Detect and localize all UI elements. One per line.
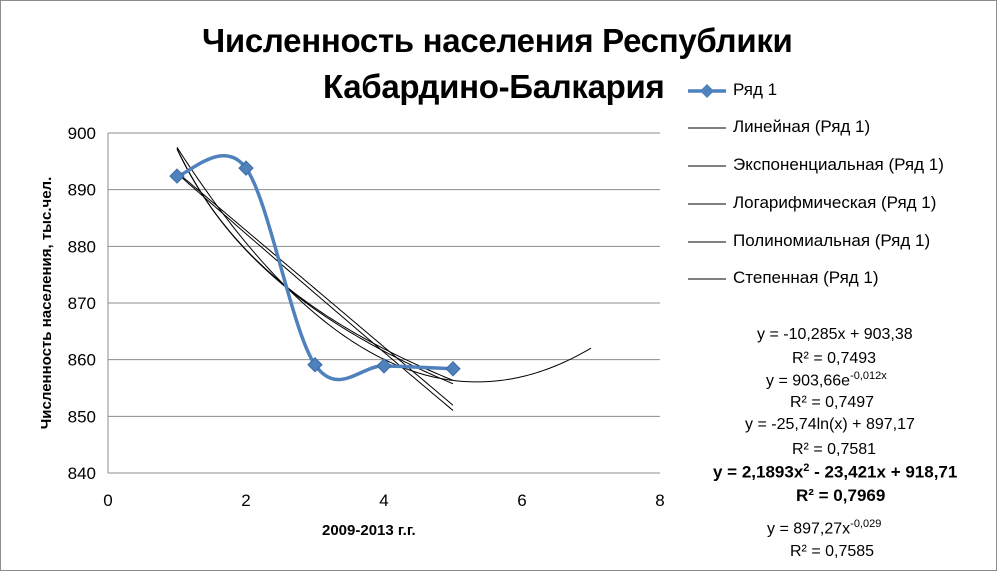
r2-polynomial: R² = 0,7969 bbox=[796, 486, 886, 505]
data-point-0 bbox=[169, 168, 185, 184]
data-point-1 bbox=[238, 160, 254, 176]
trendline-logarithmic bbox=[176, 148, 454, 385]
r2-power: R² = 0,7585 bbox=[790, 543, 875, 560]
x-tick-label-3: 6 bbox=[517, 491, 526, 510]
x-tick-label-4: 8 bbox=[655, 491, 664, 510]
legend-swatch-series-marker bbox=[700, 84, 714, 98]
y-tick-label-5: 890 bbox=[68, 181, 96, 200]
chart-title-line-1: Численность населения Республики bbox=[202, 22, 793, 59]
x-tick-label-2: 4 bbox=[379, 491, 388, 510]
legend-label-exponential: Экспоненциальная (Ряд 1) bbox=[733, 155, 944, 174]
equation-polynomial-exponent: 2 bbox=[803, 462, 810, 474]
r2-linear: R² = 0,7493 bbox=[792, 350, 877, 367]
data-point-2 bbox=[307, 357, 323, 373]
x-axis-label: 2009-2013 г.г. bbox=[322, 522, 416, 539]
legend-label-polynomial: Полиномиальная (Ряд 1) bbox=[733, 231, 931, 250]
y-tick-label-4: 880 bbox=[68, 237, 96, 256]
y-tick-label-1: 850 bbox=[68, 407, 96, 426]
trendline-exponential bbox=[176, 172, 454, 411]
equation-exponential: y = 903,66e-0,012x bbox=[766, 370, 887, 390]
y-tick-label-2: 860 bbox=[68, 351, 96, 370]
y-tick-label-0: 840 bbox=[68, 464, 96, 483]
y-axis-label: Численность населения, тыс.чел. bbox=[38, 176, 55, 430]
legend-label-logarithmic: Логарифмическая (Ряд 1) bbox=[733, 193, 937, 212]
equation-polynomial: y = 2,1893x2 - 23,421x + 918,71 bbox=[713, 462, 958, 482]
r2-exponential: R² = 0,7497 bbox=[790, 394, 875, 411]
y-tick-label-3: 870 bbox=[68, 294, 96, 313]
equation-power: y = 897,27x-0,029 bbox=[767, 518, 882, 538]
x-tick-label-1: 2 bbox=[241, 491, 250, 510]
data-point-3 bbox=[376, 358, 392, 374]
r2-logarithmic: R² = 0,7581 bbox=[792, 441, 877, 458]
data-point-4 bbox=[445, 361, 461, 377]
equation-power-exponent: -0,029 bbox=[850, 518, 882, 530]
legend-label-power: Степенная (Ряд 1) bbox=[733, 268, 879, 287]
y-tick-label-6: 900 bbox=[68, 124, 96, 143]
series-line-ryad-1 bbox=[176, 154, 454, 382]
equation-logarithmic: y = -25,74ln(x) + 897,17 bbox=[745, 416, 915, 433]
equation-linear: y = -10,285x + 903,38 bbox=[757, 326, 913, 343]
legend-label-linear: Линейная (Ряд 1) bbox=[733, 117, 871, 136]
legend-label-series: Ряд 1 bbox=[733, 80, 778, 99]
equation-exponential-exponent: -0,012x bbox=[850, 370, 887, 382]
x-tick-label-0: 0 bbox=[103, 491, 112, 510]
chart-title-line-2: Кабардино-Балкария bbox=[323, 68, 665, 105]
trendline-power bbox=[176, 148, 454, 381]
